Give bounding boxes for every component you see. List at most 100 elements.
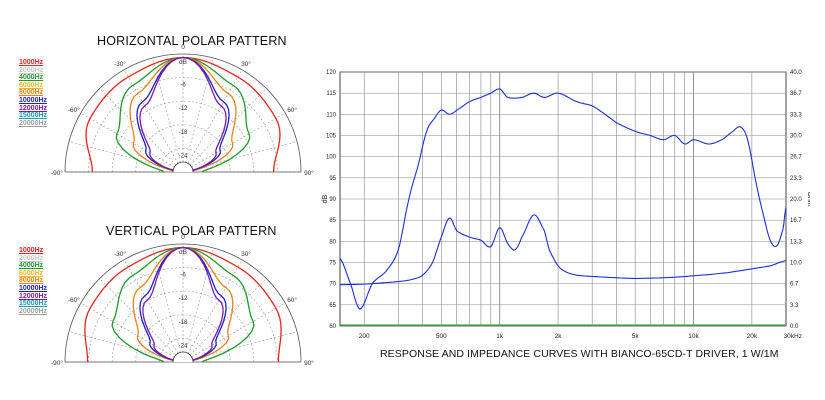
polar-grid-ring	[111, 290, 255, 363]
polar-grid-spoke	[189, 88, 267, 166]
legend-item-1000hz: 1000Hz	[19, 247, 44, 254]
polar-grid-spoke	[191, 302, 286, 358]
y2-axis-label: Ohm	[806, 191, 810, 206]
y2-tick-label: 20.0	[790, 197, 802, 203]
x-tick-label: 200	[359, 333, 370, 340]
y2-tick-label: 10.0	[790, 261, 802, 267]
x-tick-label: 5k	[632, 333, 640, 340]
polar-angle-label: 90°	[304, 169, 314, 177]
polar-angle-label: 30°	[241, 60, 251, 68]
polar-ring-label: -18	[179, 320, 188, 326]
x-tick-label: 1k	[496, 333, 504, 340]
legend-item-10000hz: 10000Hz	[19, 284, 48, 292]
polar-ring-label: -6	[180, 273, 186, 279]
response-chart-caption: RESPONSE AND IMPEDANCE CURVES WITH BIANC…	[380, 348, 779, 360]
y2-tick-label: 16.7	[790, 218, 802, 224]
y-tick-label: 80	[329, 239, 336, 245]
legend-item-15000hz: 15000Hz	[19, 112, 48, 120]
polar-grid-spoke	[192, 331, 298, 360]
y-tick-label: 115	[326, 91, 336, 97]
polar-series-12000hz	[142, 246, 224, 362]
polar-angle-label: -90°	[51, 169, 63, 177]
y-tick-label: 100	[326, 155, 337, 161]
y-tick-label: 105	[326, 134, 337, 140]
polar-ring-label: -24	[179, 343, 188, 349]
legend-item-15000hz: 15000Hz	[19, 300, 48, 308]
horizontal-polar-chart: -90° -60° -30° 0 30° 60° 90° dB -6 -12 -18 -24	[51, 44, 314, 177]
y2-tick-label: 33.3	[790, 112, 802, 118]
y-tick-label: 60	[329, 324, 336, 330]
legend-item-10000hz: 10000Hz	[19, 96, 48, 104]
legend-item-1000hz: 1000Hz	[19, 59, 44, 66]
polar-grid-spoke	[152, 247, 181, 353]
legend-item-12000hz: 12000Hz	[19, 292, 48, 300]
legend-item-6000hz: 6000Hz	[19, 269, 44, 277]
x-tick-label: 500	[436, 333, 447, 340]
polar-angle-label: -30°	[114, 250, 126, 258]
vertical-polar-title: VERTICAL POLAR PATTERN	[106, 224, 277, 238]
spl-response-line	[339, 88, 787, 310]
y-tick-label: 95	[329, 176, 336, 182]
vertical-polar-legend: 1000Hz 2000Hz 4000Hz 6000Hz 8000Hz 10000Hz 120…	[19, 247, 47, 315]
legend-item-12000hz: 12000Hz	[19, 104, 48, 112]
legend-item-8000hz: 8000Hz	[19, 89, 44, 97]
x-tick-label: 10k	[688, 333, 699, 340]
y2-tick-label: 30.0	[790, 134, 802, 140]
y-tick-label: 70	[329, 282, 336, 288]
polar-ring-label: -12	[179, 296, 188, 302]
polar-grid-spoke	[191, 112, 286, 168]
polar-angle-label: 90°	[304, 359, 314, 367]
polar-unit-label: dB	[179, 59, 187, 66]
y2-tick-label: 6.7	[790, 282, 799, 288]
y2-tick-label: 13.3	[790, 239, 802, 245]
horizontal-polar-legend: 1000Hz 2000Hz 4000Hz 6000Hz 8000Hz 10000Hz 120…	[19, 59, 47, 127]
legend-item-2000hz: 2000Hz	[19, 66, 44, 74]
vertical-polar-chart: -90° -60° -30° 0 30° 60° 90° dB -6 -12 -18 -24	[51, 234, 314, 367]
polar-grid-spoke	[80, 112, 175, 168]
response-impedance-chart: 60 65 70 75 80 85 90 95 100 105 110 115 120 0.0 3.3 6.7…	[322, 70, 810, 340]
polar-ring-label: -6	[180, 83, 186, 89]
y2-tick-label: 3.3	[790, 303, 799, 309]
y2-tick-label: 36.7	[790, 91, 802, 97]
x-tick-label: 2k	[555, 333, 563, 340]
polar-angle-label: 60°	[287, 296, 297, 304]
x-tick-label: 20k	[747, 333, 758, 340]
vertical-polar-block: VERTICAL POLAR PATTERN 1000Hz 2000Hz 4000H…	[0, 190, 320, 380]
polar-grid-ring	[64, 243, 302, 363]
legend-item-4000hz: 4000Hz	[19, 74, 44, 82]
y-tick-label: 110	[326, 112, 336, 118]
polar-center-hub	[172, 351, 194, 363]
legend-item-20000hz: 20000Hz	[19, 119, 48, 127]
y-tick-label: 90	[329, 197, 336, 203]
polar-angle-label: 60°	[287, 106, 297, 114]
polar-angle-label: 0	[181, 44, 185, 51]
polar-grid-spoke	[192, 141, 298, 170]
legend-item-2000hz: 2000Hz	[19, 254, 44, 262]
polar-angle-label: -90°	[51, 359, 63, 367]
legend-item-8000hz: 8000Hz	[19, 277, 44, 285]
y2-tick-label: 26.7	[790, 155, 802, 161]
polar-ring-label: -18	[179, 130, 188, 136]
polar-grid-spoke	[185, 247, 214, 353]
horizontal-polar-title: HORIZONTAL POLAR PATTERN	[97, 34, 287, 48]
legend-item-4000hz: 4000Hz	[19, 262, 44, 270]
legend-item-6000hz: 6000Hz	[19, 81, 44, 89]
polar-angle-label: -60°	[68, 106, 80, 114]
polar-grid-spoke	[99, 88, 177, 166]
y2-tick-label: 23.3	[790, 176, 802, 182]
legend-item-20000hz: 20000Hz	[19, 307, 48, 315]
polar-unit-label: dB	[179, 249, 187, 256]
y2-tick-label: 0.0	[790, 324, 799, 330]
polar-center-hub	[172, 161, 194, 173]
polar-angle-label: -60°	[68, 296, 80, 304]
y2-tick-label: 40.0	[790, 70, 802, 76]
x-tick-label: 30kHz	[784, 333, 802, 340]
impedance-line	[340, 214, 787, 286]
y-tick-label: 120	[326, 70, 337, 76]
polar-angle-label: 30°	[241, 250, 251, 258]
polar-ring-label: -24	[179, 153, 188, 159]
polar-grid-spoke	[123, 69, 179, 164]
polar-grid-spoke	[80, 302, 175, 358]
y-tick-label: 85	[329, 218, 336, 224]
y-axis-label: dB	[322, 194, 329, 203]
